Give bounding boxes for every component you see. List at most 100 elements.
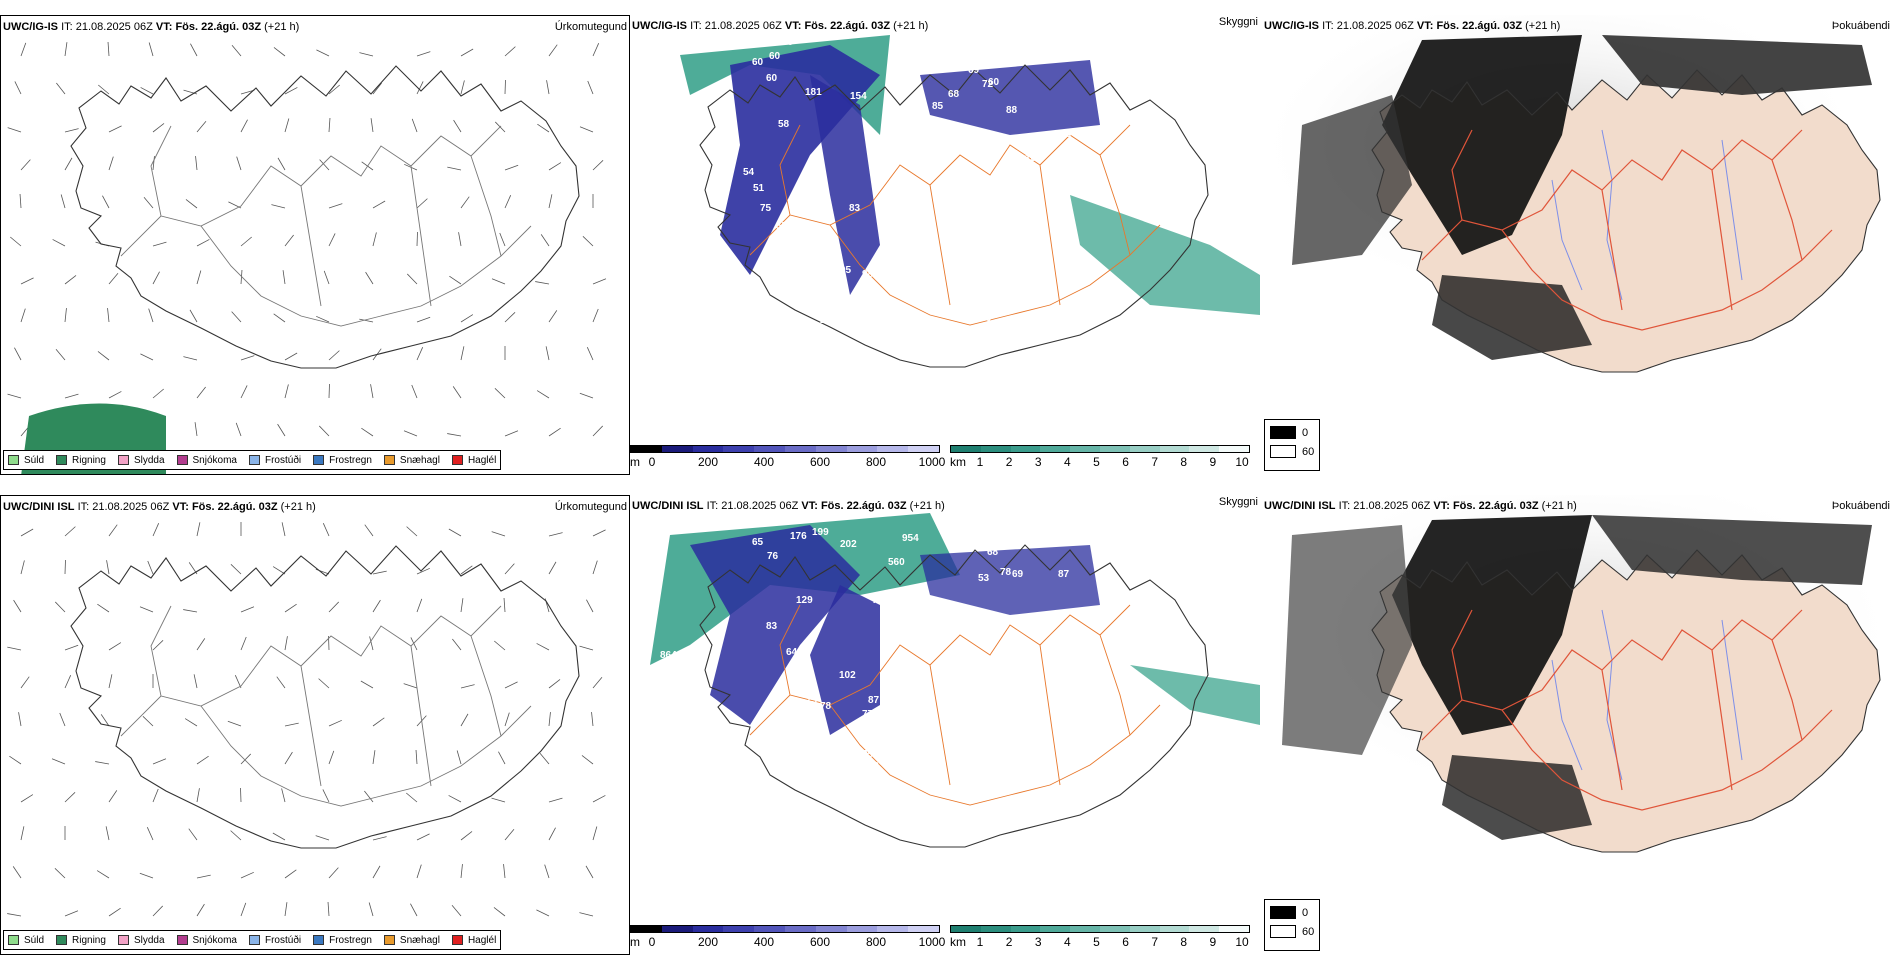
legend-label: Frostregn — [329, 935, 372, 946]
wind-barb — [197, 638, 205, 650]
low-ceiling-area — [920, 60, 1100, 135]
wind-barb — [549, 163, 561, 170]
fog-indicator-panel-row1: UWC/IG-IS IT: 21.08.2025 06Z VT: Fös. 22… — [1262, 15, 1892, 475]
legend-item: 60 — [1270, 445, 1319, 458]
wind-barb — [593, 530, 606, 536]
wind-barb — [285, 604, 297, 612]
tick-label: 3 — [1035, 935, 1042, 949]
wind-barb — [582, 755, 593, 764]
wind-barb — [498, 752, 505, 764]
wind-barb — [449, 276, 461, 284]
wind-barb — [461, 864, 462, 878]
legend-label: Slydda — [134, 935, 165, 946]
wind-barb — [593, 827, 597, 840]
ceiling-label: 78 — [1000, 567, 1012, 578]
wind-barb — [461, 714, 468, 726]
wind-barb — [540, 753, 549, 764]
wind-barb — [324, 271, 329, 284]
fog-indicator-map — [1262, 15, 1892, 475]
wind-barb — [143, 716, 153, 726]
ceiling-colorbar-fill — [630, 925, 940, 933]
fog-area — [1070, 195, 1260, 315]
ceiling-label: 954 — [902, 533, 919, 544]
wind-barb — [109, 908, 121, 916]
wind-barb — [197, 271, 201, 284]
ceiling-label: 83 — [766, 621, 778, 632]
wind-barb — [371, 384, 373, 398]
wind-barb — [140, 873, 153, 878]
wind-barb — [274, 47, 285, 56]
wind-barb — [323, 789, 329, 802]
visibility-colorbar-fill — [950, 445, 1250, 453]
field-name: Þokuábendi — [1832, 19, 1890, 33]
wind-barb — [449, 795, 461, 802]
ceiling-label: 60 — [766, 73, 778, 84]
wind-barb — [282, 788, 285, 802]
ceiling-colorbar-fill — [630, 445, 940, 453]
wind-barb — [494, 907, 505, 916]
legend-item: Slydda — [118, 455, 165, 466]
wind-barb — [21, 43, 26, 56]
legend-swatch — [118, 455, 129, 465]
wind-barb — [149, 309, 153, 322]
legend-swatch — [313, 455, 324, 465]
ceiling-label: 60 — [769, 51, 781, 62]
wind-barb — [140, 354, 153, 360]
wind-barb — [197, 387, 206, 398]
wind-barb — [407, 527, 417, 536]
wind-barb — [283, 270, 285, 284]
wind-barb — [407, 274, 417, 284]
ceiling-label: 560 — [888, 557, 905, 568]
wind-barb — [102, 196, 109, 208]
wind-barb — [549, 194, 552, 208]
wind-barb — [282, 522, 285, 536]
wind-barb — [183, 610, 197, 612]
ceiling-label: 87 — [868, 695, 880, 706]
ceiling-label: 98 — [790, 711, 802, 722]
wind-barb — [461, 197, 469, 208]
wind-barb — [183, 357, 197, 360]
wind-barb — [547, 80, 549, 94]
ceiling-label: 65 — [752, 537, 764, 548]
wind-barb — [549, 798, 562, 802]
wind-barb — [197, 239, 209, 246]
wind-barb — [19, 712, 21, 726]
legend-item: Slydda — [118, 935, 165, 946]
wind-barb — [197, 875, 211, 878]
wind-barb — [9, 756, 21, 764]
legend-label: Snæhagl — [400, 935, 440, 946]
wind-barb — [323, 523, 329, 536]
wind-barb — [274, 314, 285, 322]
wind-barb — [21, 278, 34, 284]
wind-barb — [461, 346, 464, 360]
wind-barb — [586, 600, 593, 612]
wind-barb — [153, 759, 166, 764]
wind-barb — [109, 790, 117, 802]
legend-swatch — [1270, 445, 1296, 458]
wind-barb — [273, 567, 285, 574]
wind-barb — [329, 720, 342, 726]
wind-barb — [285, 353, 297, 360]
panel-header: UWC/DINI ISL IT: 21.08.2025 06Z VT: Fös.… — [632, 499, 1258, 513]
wind-barb — [359, 53, 373, 56]
wind-barb — [97, 871, 109, 878]
ceiling-label: 76 — [980, 313, 992, 324]
wind-barb — [153, 156, 154, 170]
wind-barb — [505, 564, 514, 574]
wind-barb — [190, 44, 197, 56]
wind-barb — [271, 205, 285, 208]
wind-barb — [278, 158, 285, 170]
wind-barb — [20, 194, 21, 208]
wind-barb — [285, 636, 287, 650]
wind-barb — [404, 684, 417, 688]
tick-label: 3 — [1035, 455, 1042, 469]
tick-label: 10 — [1235, 455, 1248, 469]
wind-barb — [65, 308, 66, 322]
legend-item: Snæhagl — [384, 935, 440, 946]
ceiling-label: 83 — [849, 203, 861, 214]
wind-barb — [21, 826, 24, 840]
wind-barb — [536, 910, 549, 916]
visibility-panel-row2: UWC/DINI ISL IT: 21.08.2025 06Z VT: Fös.… — [630, 495, 1260, 955]
tick-label: 5 — [1093, 455, 1100, 469]
